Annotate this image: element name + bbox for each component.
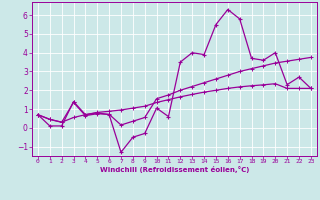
X-axis label: Windchill (Refroidissement éolien,°C): Windchill (Refroidissement éolien,°C) xyxy=(100,166,249,173)
